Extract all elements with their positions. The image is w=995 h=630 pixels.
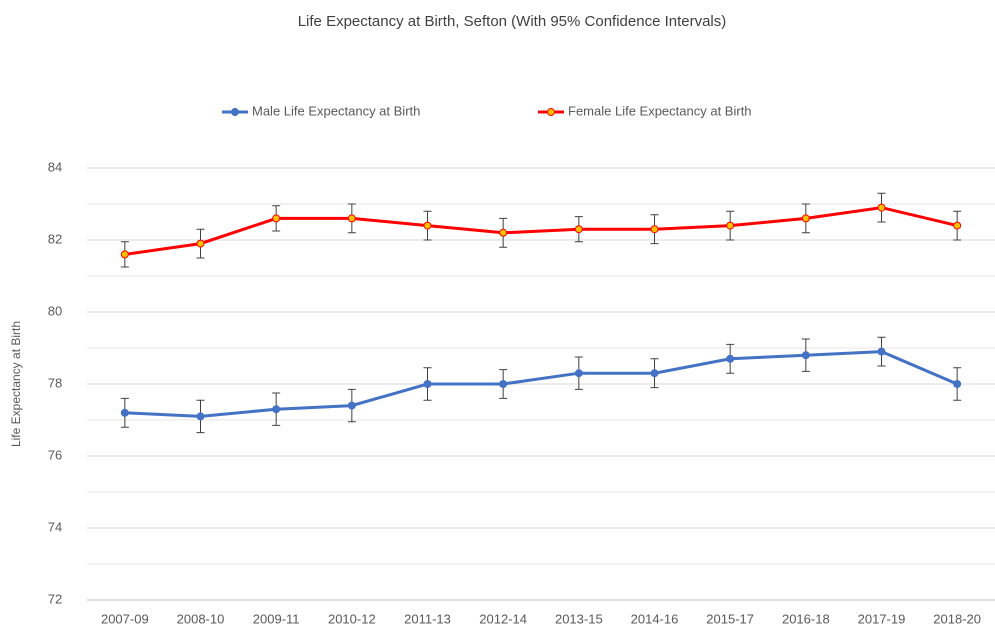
marker: [650, 369, 659, 378]
x-tick-label: 2013-15: [555, 611, 603, 626]
y-tick-label: 72: [48, 591, 62, 606]
marker: [726, 354, 735, 363]
marker: [196, 412, 205, 421]
marker: [877, 203, 886, 212]
marker: [650, 225, 659, 234]
x-tick-label: 2008-10: [177, 611, 225, 626]
x-tick-label: 2011-13: [404, 611, 451, 626]
marker: [120, 408, 129, 417]
x-tick-label: 2016-18: [782, 611, 830, 626]
marker: [272, 214, 281, 223]
series-line: [124, 350, 958, 418]
marker: [272, 405, 281, 414]
chart-title: Life Expectancy at Birth, Sefton (With 9…: [298, 13, 727, 30]
legend-marker: [547, 108, 555, 116]
y-axis-label: Life Expectancy at Birth: [9, 321, 23, 447]
x-tick-label: 2018-20: [933, 611, 981, 626]
marker: [120, 250, 129, 259]
marker: [801, 214, 810, 223]
series-line: [124, 206, 958, 256]
marker: [953, 221, 962, 230]
marker: [877, 347, 886, 356]
y-tick-label: 84: [48, 159, 62, 174]
marker: [574, 225, 583, 234]
x-tick-label: 2009-11: [253, 611, 300, 626]
marker: [423, 380, 432, 388]
marker: [801, 351, 810, 360]
marker: [726, 221, 735, 230]
x-tick-label: 2014-16: [631, 611, 679, 626]
y-tick-label: 82: [48, 231, 62, 246]
marker: [347, 401, 356, 410]
y-tick-label: 78: [48, 375, 62, 390]
x-tick-label: 2007-09: [101, 611, 149, 626]
x-tick-label: 2012-14: [479, 611, 527, 626]
y-tick-label: 76: [48, 447, 62, 462]
x-tick-label: 2010-12: [328, 611, 376, 626]
marker: [953, 380, 962, 388]
marker: [499, 228, 508, 237]
legend-marker: [231, 108, 239, 116]
x-tick-label: 2017-19: [858, 611, 906, 626]
legend-label: Male Life Expectancy at Birth: [252, 103, 420, 118]
marker: [196, 239, 205, 248]
marker: [574, 369, 583, 378]
legend-label: Female Life Expectancy at Birth: [568, 103, 752, 118]
marker: [347, 214, 356, 223]
y-tick-label: 80: [48, 303, 62, 318]
y-tick-label: 74: [48, 519, 62, 534]
x-tick-label: 2015-17: [706, 611, 754, 626]
marker: [423, 221, 432, 230]
marker: [499, 380, 508, 388]
